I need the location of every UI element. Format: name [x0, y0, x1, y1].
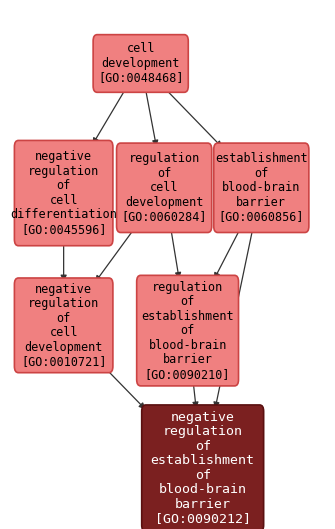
Text: negative
regulation
of
cell
differentiation
[GO:0045596]: negative regulation of cell differentiat… [10, 150, 117, 236]
FancyBboxPatch shape [142, 405, 264, 529]
FancyBboxPatch shape [117, 143, 212, 233]
Text: negative
regulation
of
cell
development
[GO:0010721]: negative regulation of cell development … [21, 282, 107, 368]
Text: regulation
of
cell
development
[GO:0060284]: regulation of cell development [GO:00602… [121, 152, 207, 223]
FancyBboxPatch shape [137, 276, 239, 386]
FancyBboxPatch shape [14, 278, 113, 372]
FancyBboxPatch shape [14, 141, 113, 245]
Text: cell
development
[GO:0048468]: cell development [GO:0048468] [98, 42, 184, 85]
FancyBboxPatch shape [93, 35, 188, 92]
FancyBboxPatch shape [214, 143, 309, 233]
Text: establishment
of
blood-brain
barrier
[GO:0060856]: establishment of blood-brain barrier [GO… [215, 152, 308, 223]
Text: regulation
of
establishment
of
blood-brain
barrier
[GO:0090210]: regulation of establishment of blood-bra… [141, 280, 234, 381]
Text: negative
regulation
of
establishment
of
blood-brain
barrier
[GO:0090212]: negative regulation of establishment of … [151, 411, 255, 525]
